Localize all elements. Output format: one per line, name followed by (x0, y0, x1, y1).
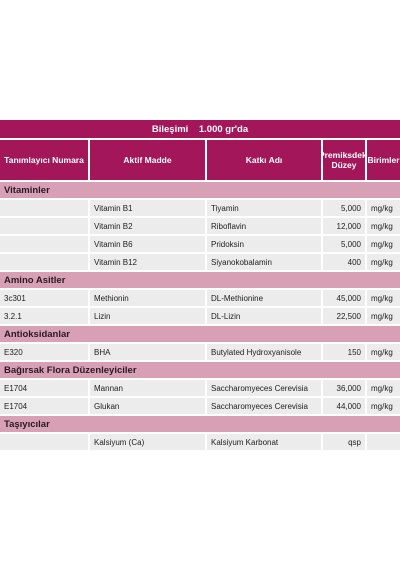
column-header: Birimler (367, 140, 400, 180)
table-cell: Tiyamin (207, 200, 321, 216)
table-cell: Kalsiyum Karbonat (207, 434, 321, 450)
column-header: Premiksdeki Düzey (323, 140, 365, 180)
table-cell (0, 434, 88, 450)
section-title: Taşıyıcılar (0, 416, 400, 432)
table-cell: 44,000 (323, 398, 365, 414)
column-header: Aktif Madde (90, 140, 205, 180)
table-cell: Saccharomyeces Cerevisia (207, 398, 321, 414)
table-cell: 400 (323, 254, 365, 270)
table-cell: qsp (323, 434, 365, 450)
table-cell: Siyanokobalamin (207, 254, 321, 270)
table-cell: Butylated Hydroxyanisole (207, 344, 321, 360)
table-cell (0, 254, 88, 270)
table-cell: mg/kg (367, 398, 400, 414)
section-title: Bağırsak Flora Düzenleyiciler (0, 362, 400, 378)
section-title: Amino Asitler (0, 272, 400, 288)
table-cell: Vitamin B6 (90, 236, 205, 252)
table-cell: 3.2.1 (0, 308, 88, 324)
table-cell: 12,000 (323, 218, 365, 234)
table-cell (0, 236, 88, 252)
table-title: Bileşimi 1.000 gr'da (0, 120, 400, 138)
table-cell: Saccharomyeces Cerevisia (207, 380, 321, 396)
table-cell: Riboflavin (207, 218, 321, 234)
section-title: Vitaminler (0, 182, 400, 198)
table-cell: BHA (90, 344, 205, 360)
table-cell: Lizin (90, 308, 205, 324)
table-cell: mg/kg (367, 236, 400, 252)
column-header: Katkı Adı (207, 140, 321, 180)
table-cell: 3c301 (0, 290, 88, 306)
section-title: Antioksidanlar (0, 326, 400, 342)
table-cell: Kalsiyum (Ca) (90, 434, 205, 450)
table-cell: 5,000 (323, 200, 365, 216)
table-cell: mg/kg (367, 308, 400, 324)
table-cell: mg/kg (367, 200, 400, 216)
table-cell: E320 (0, 344, 88, 360)
table-cell: DL-Methionine (207, 290, 321, 306)
table-cell (0, 200, 88, 216)
table-cell: Vitamin B2 (90, 218, 205, 234)
table-cell (0, 218, 88, 234)
table-cell: Methionin (90, 290, 205, 306)
table-cell: 22,500 (323, 308, 365, 324)
table-cell (367, 434, 400, 450)
table-cell: 36,000 (323, 380, 365, 396)
column-header: Tanımlayıcı Numara (0, 140, 88, 180)
table-cell: 150 (323, 344, 365, 360)
table-cell: Vitamin B12 (90, 254, 205, 270)
table-cell: 5,000 (323, 236, 365, 252)
table-cell: Glukan (90, 398, 205, 414)
table-cell: mg/kg (367, 218, 400, 234)
table-cell: mg/kg (367, 344, 400, 360)
table-cell: Vitamin B1 (90, 200, 205, 216)
table-cell: mg/kg (367, 290, 400, 306)
table-cell: E1704 (0, 398, 88, 414)
table-cell: mg/kg (367, 254, 400, 270)
table-cell: mg/kg (367, 380, 400, 396)
table-cell: Mannan (90, 380, 205, 396)
table-cell: 45,000 (323, 290, 365, 306)
table-cell: E1704 (0, 380, 88, 396)
table-cell: Pridoksin (207, 236, 321, 252)
table-cell: DL-Lizin (207, 308, 321, 324)
